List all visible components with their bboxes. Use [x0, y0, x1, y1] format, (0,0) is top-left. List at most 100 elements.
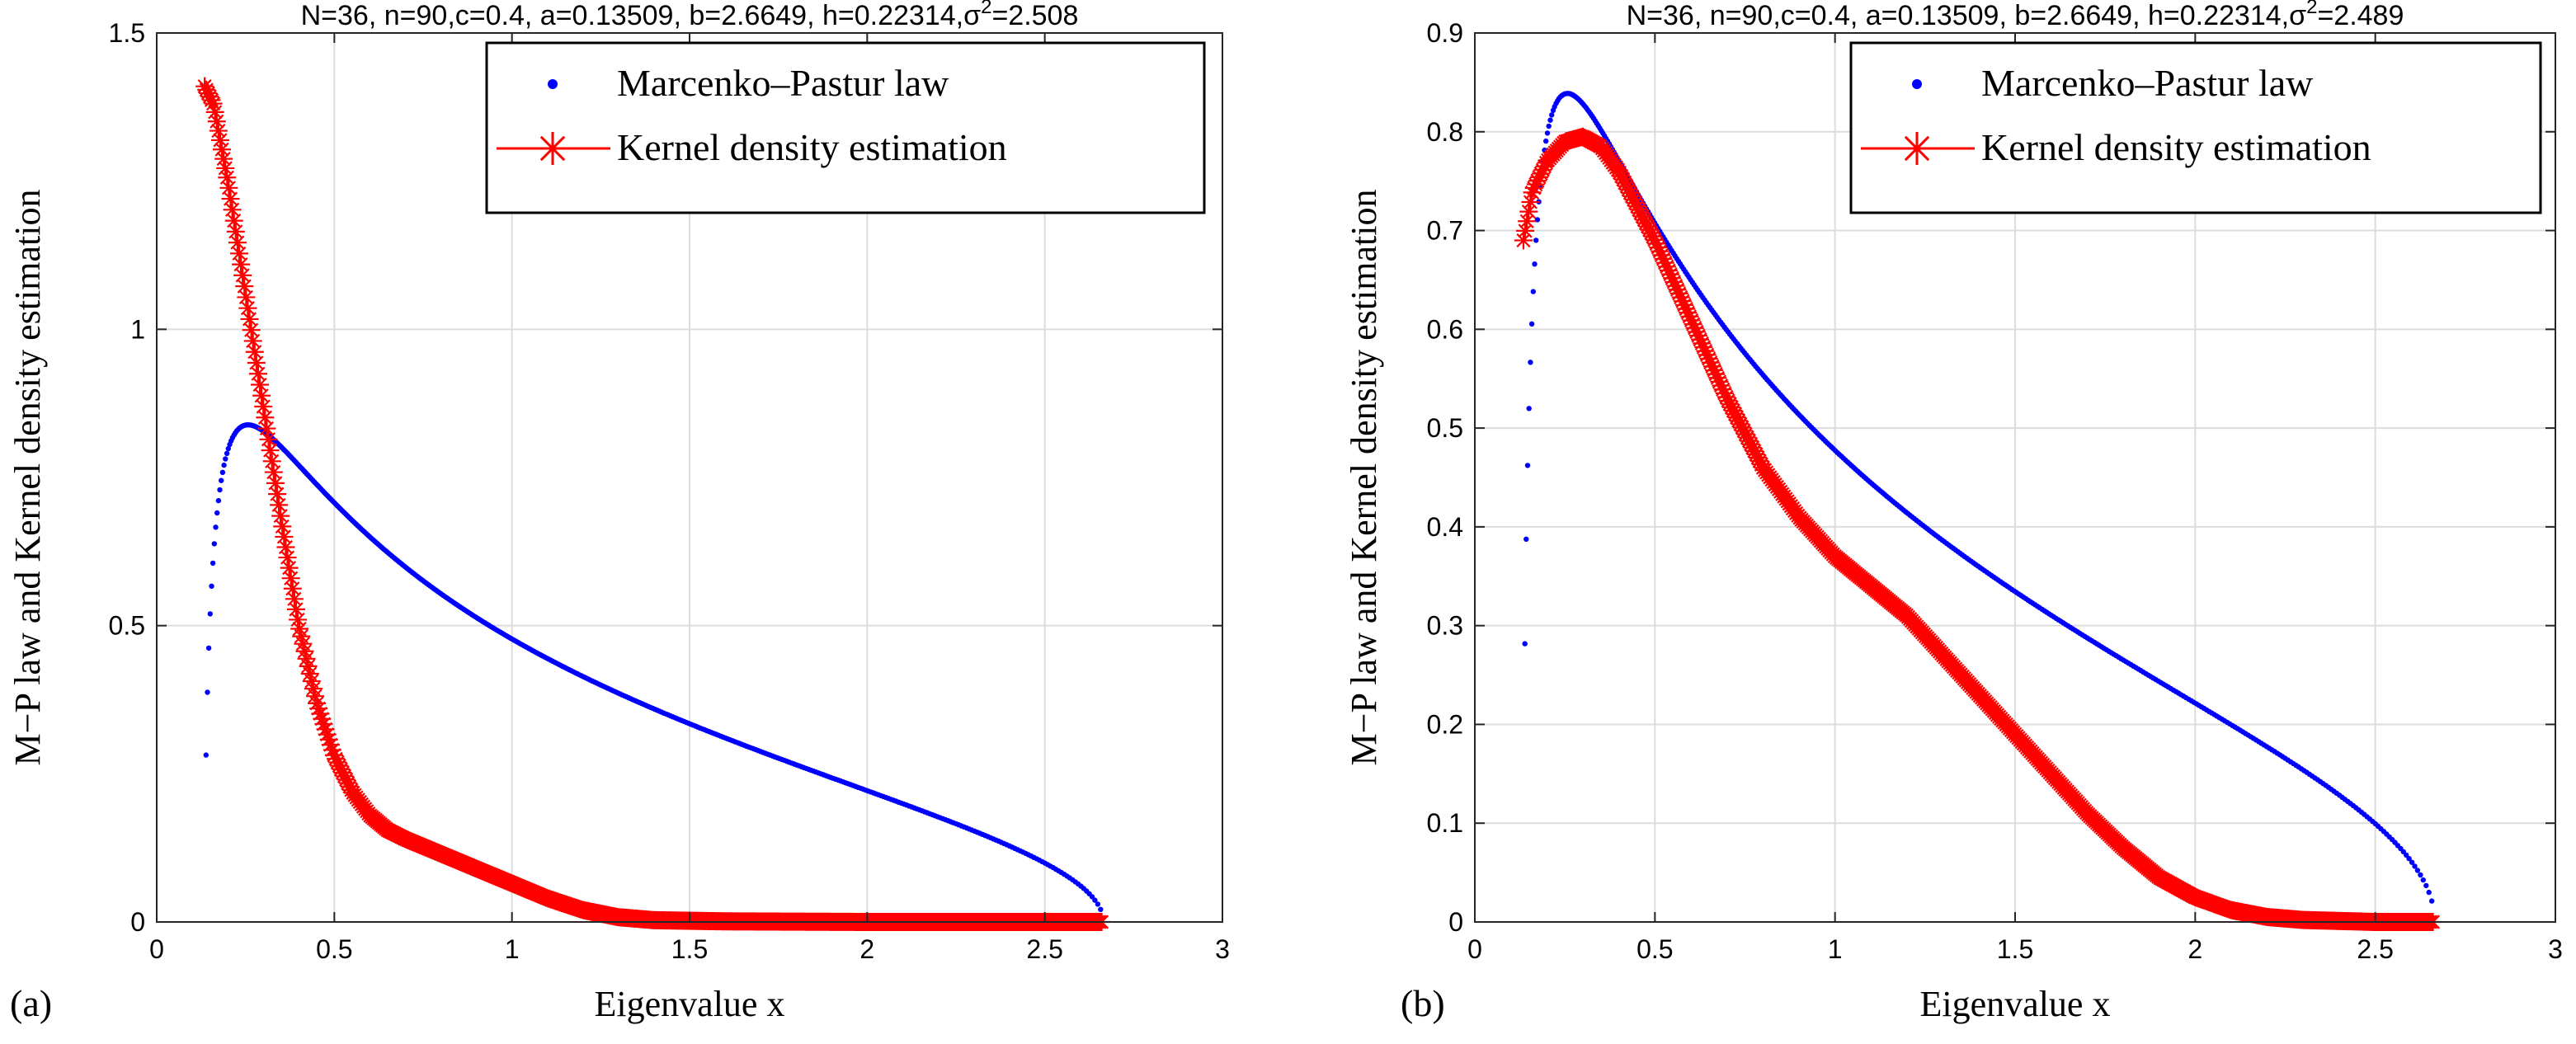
legend-box — [1849, 41, 2542, 214]
mp-point — [2429, 898, 2435, 904]
mp-point — [1532, 261, 1538, 267]
y-tick-label: 0.5 — [109, 611, 145, 641]
mp-point — [209, 583, 214, 589]
legend-star-marker — [1900, 132, 1933, 165]
y-tick-label: 0.7 — [1427, 216, 1463, 246]
x-axis-label: Eigenvalue x — [1920, 984, 2111, 1024]
mp-point — [1549, 112, 1555, 118]
mp-point — [1530, 289, 1537, 294]
kde-star-markers — [1514, 127, 2442, 931]
mp-point — [223, 456, 228, 462]
x-tick-label: 2.5 — [1026, 934, 1062, 964]
mp-point — [1534, 217, 1541, 223]
chart-title-tail: =2.508 — [991, 0, 1078, 31]
mp-point — [2426, 889, 2432, 896]
mp-point — [2412, 863, 2418, 869]
mp-point — [225, 445, 231, 452]
x-tick-label: 3 — [1215, 934, 1230, 964]
x-axis-label: Eigenvalue x — [595, 984, 785, 1024]
legend: Marcenko–Pastur law Kernel density estima… — [485, 41, 1206, 214]
mp-point — [1528, 321, 1535, 327]
legend-label-mp: Marcenko–Pastur law — [1981, 62, 2314, 104]
panel-label: (b) — [1401, 982, 1445, 1024]
mp-point — [1524, 463, 1531, 468]
mp-point — [221, 462, 227, 468]
mp-point — [213, 524, 219, 530]
mp-point — [207, 611, 213, 617]
mp-point — [1546, 123, 1552, 129]
legend-label-mp: Marcenko–Pastur law — [617, 62, 949, 104]
mp-point — [1547, 117, 1553, 123]
mp-point — [214, 510, 220, 516]
chart-title: N=36, n=90,c=0.4, a=0.13509, b=2.6649, h… — [301, 0, 1079, 31]
x-tick-label: 0 — [149, 934, 164, 964]
series-marcenko-pastur — [203, 422, 1104, 913]
mp-point — [2418, 872, 2423, 878]
mp-point — [219, 469, 226, 475]
y-tick-label: 0.9 — [1427, 18, 1463, 48]
y-tick-label: 0.1 — [1427, 808, 1463, 838]
x-tick-label: 1.5 — [1997, 934, 2033, 964]
mp-point — [217, 487, 223, 493]
y-tick-label: 1.5 — [109, 18, 145, 48]
x-tick-label: 0.5 — [316, 934, 352, 964]
x-tick-label: 2 — [859, 934, 874, 964]
chart-title-exponent: 2 — [981, 0, 991, 18]
mp-point — [1523, 536, 1529, 542]
mp-point — [1543, 138, 1549, 144]
mp-point — [205, 689, 210, 695]
mp-point — [211, 541, 217, 547]
series-kernel-density — [1514, 127, 2442, 931]
series-marcenko-pastur — [1522, 91, 2435, 904]
mp-point — [203, 752, 209, 758]
legend: Marcenko–Pastur law Kernel density estima… — [1849, 41, 2542, 214]
y-tick-label: 0.5 — [1427, 413, 1463, 443]
legend-label-kde: Kernel density estimation — [617, 126, 1007, 168]
y-tick-label: 0.8 — [1427, 117, 1463, 147]
chart-panel-b: 0 0.5 1 1.5 2 2.5 3 0 0.1 0.2 0.3 0.4 0.5 0.6 0.7 0.8 0.… — [1344, 0, 2563, 1024]
chart-title-main: N=36, n=90,c=0.4, a=0.13509, b=2.6649, h… — [301, 0, 981, 31]
y-tick-label: 0.6 — [1427, 314, 1463, 344]
chart-panel-a: 0 0.5 1 1.5 2 2.5 3 0 0.5 1 1.5 N=36, n=90,c=0.4, a… — [7, 0, 1230, 1024]
mp-point — [1528, 360, 1533, 365]
legend-dot-marker — [548, 79, 558, 89]
chart-title: N=36, n=90,c=0.4, a=0.13509, b=2.6649, h… — [1627, 0, 2404, 31]
y-tick-label: 0 — [1448, 907, 1463, 937]
y-tick-label: 0.2 — [1427, 709, 1463, 739]
x-tick-label: 3 — [2548, 934, 2563, 964]
mp-point — [215, 497, 222, 504]
mp-point — [2406, 856, 2412, 862]
panel-label: (a) — [10, 982, 52, 1024]
legend-star-marker — [536, 132, 569, 165]
legend-box — [485, 41, 1206, 214]
x-tick-label: 1.5 — [671, 934, 708, 964]
y-tick-label: 0.4 — [1427, 512, 1463, 542]
mp-point — [1092, 897, 1098, 903]
y-axis-label: M−P law and Kernel density estimation — [7, 190, 48, 766]
mp-point — [2420, 877, 2426, 883]
y-tick-label: 1 — [130, 314, 145, 344]
x-tick-label: 0 — [1467, 934, 1482, 964]
chart-title-tail: =2.489 — [2317, 0, 2404, 31]
chart-title-main: N=36, n=90,c=0.4, a=0.13509, b=2.6649, h… — [1627, 0, 2306, 31]
mp-point — [2404, 852, 2409, 858]
mp-point — [2414, 868, 2421, 873]
mp-point — [1098, 906, 1104, 913]
mp-point — [2409, 859, 2415, 865]
mp-point — [1095, 901, 1101, 907]
chart-title-exponent: 2 — [2306, 0, 2317, 18]
mp-point — [219, 477, 224, 483]
legend-dot-marker — [1912, 79, 1922, 89]
legend-label-kde: Kernel density estimation — [1981, 126, 2371, 168]
mp-point — [224, 450, 230, 456]
y-axis-label: M−P law and Kernel density estimation — [1344, 190, 1384, 766]
x-tick-label: 1 — [1828, 934, 1843, 964]
y-tick-label: 0 — [130, 907, 145, 937]
mp-point — [1522, 641, 1528, 647]
mp-point — [205, 645, 212, 651]
x-tick-label: 0.5 — [1636, 934, 1673, 964]
x-tick-label: 2 — [2187, 934, 2202, 964]
mp-point — [1526, 406, 1532, 411]
mp-point — [1544, 130, 1551, 136]
